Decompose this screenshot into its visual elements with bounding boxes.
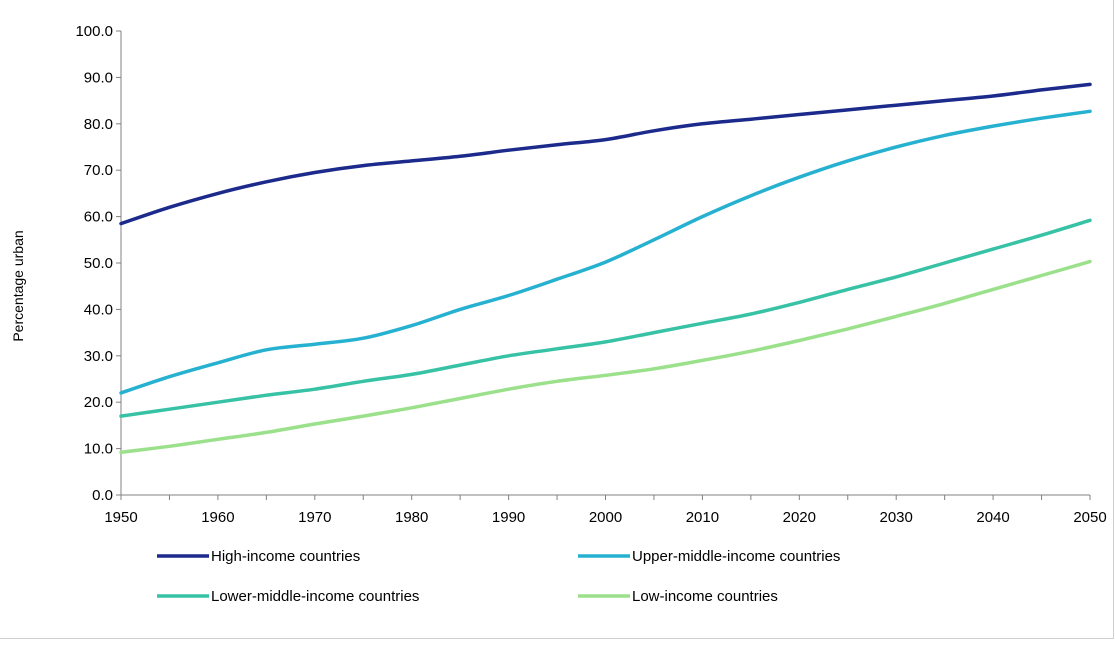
x-tick-label: 1990 xyxy=(492,509,525,526)
x-tick-label: 1960 xyxy=(201,509,234,526)
series-line-3 xyxy=(119,218,1092,418)
y-tick-label: 40.0 xyxy=(84,301,113,318)
series-line-4 xyxy=(119,259,1092,455)
axes: 0.0 10.0 20.0 30.0 40.0 50.0 60.0 70.0 80.0 90.0 1… xyxy=(75,23,1106,526)
x-tick-label: 1980 xyxy=(395,509,428,526)
series-line-2 xyxy=(119,109,1092,395)
x-tick-label: 2010 xyxy=(686,509,719,526)
y-tick-label: 90.0 xyxy=(84,69,113,86)
series-lines xyxy=(119,82,1092,455)
y-tick-label: 0.0 xyxy=(92,487,113,504)
y-tick-label: 10.0 xyxy=(84,441,113,458)
series-line-1 xyxy=(119,82,1092,226)
x-tick-label: 2020 xyxy=(783,509,816,526)
x-tick-label: 2050 xyxy=(1073,509,1106,526)
y-tick-label: 70.0 xyxy=(84,162,113,179)
y-tick-label: 50.0 xyxy=(84,255,113,272)
legend-label: Upper-middle-income countries xyxy=(632,548,840,565)
y-axis-title: Percentage urban xyxy=(10,230,26,341)
legend-label: Low-income countries xyxy=(632,588,778,605)
legend-label: Lower-middle-income countries xyxy=(211,588,419,605)
y-tick-label: 100.0 xyxy=(75,23,113,40)
y-tick-label: 60.0 xyxy=(84,209,113,226)
y-tick-label: 20.0 xyxy=(84,394,113,411)
x-tick-label: 1970 xyxy=(298,509,331,526)
x-tick-label: 2040 xyxy=(976,509,1009,526)
x-tick-label: 2030 xyxy=(880,509,913,526)
y-tick-label: 80.0 xyxy=(84,116,113,133)
x-tick-label: 2000 xyxy=(589,509,622,526)
legend: High-income countries Upper-middle-income… xyxy=(157,548,840,605)
legend-label: High-income countries xyxy=(211,548,360,565)
x-tick-label: 1950 xyxy=(104,509,137,526)
y-tick-label: 30.0 xyxy=(84,348,113,365)
